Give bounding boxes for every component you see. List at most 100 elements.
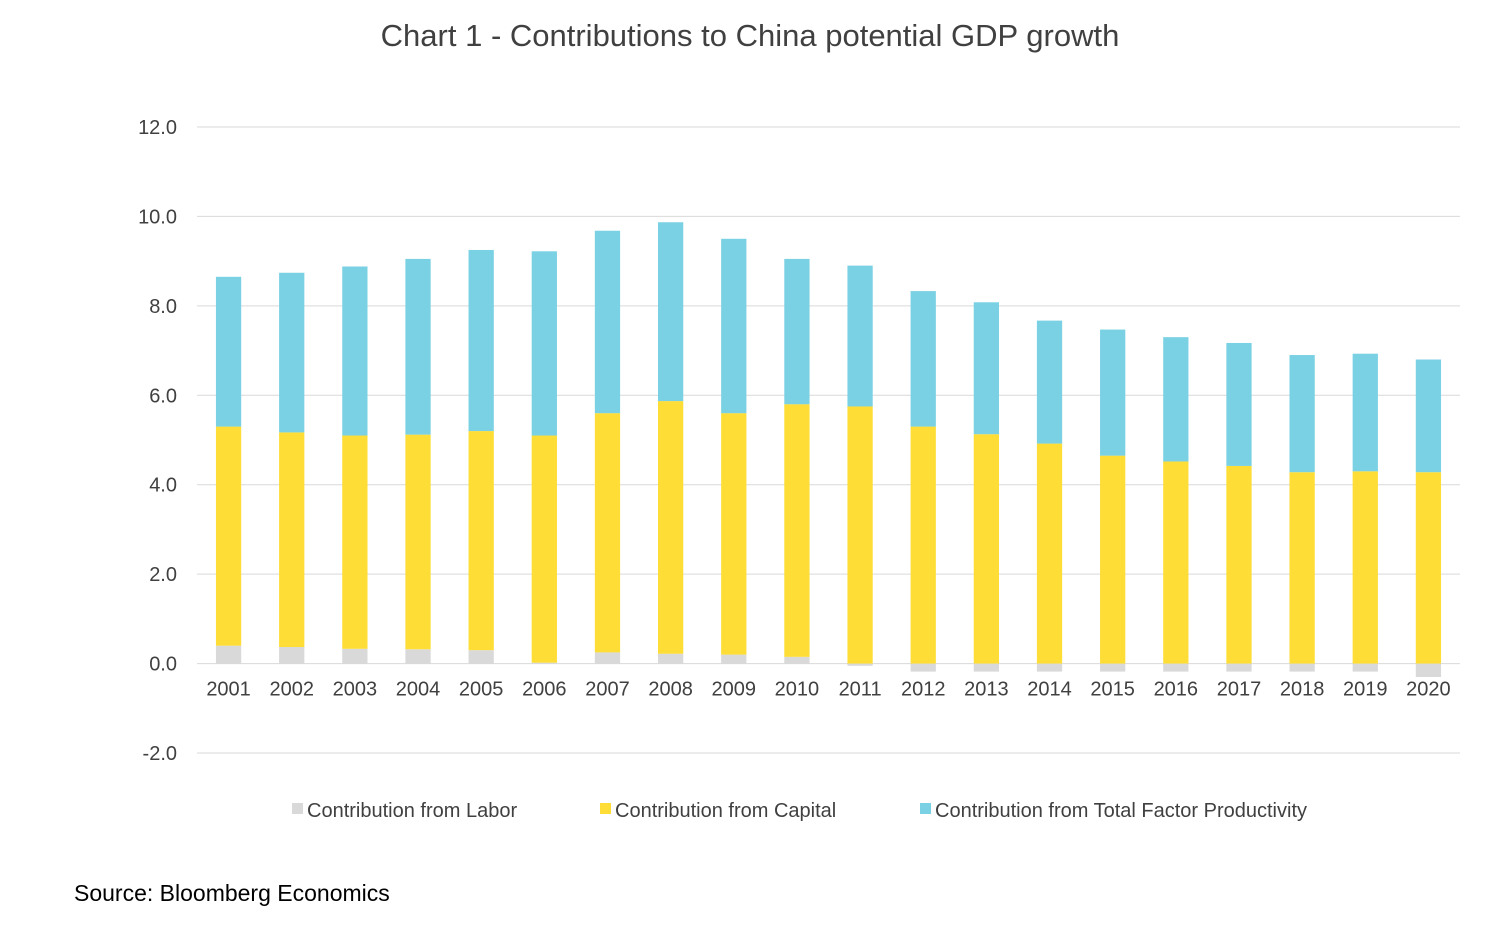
bar-capital-2014 <box>1036 443 1063 664</box>
legend-swatch <box>292 803 303 814</box>
x-tick-label: 2015 <box>1090 679 1135 701</box>
bar-tfp-2001 <box>215 276 242 427</box>
bar-tfp-2014 <box>1036 320 1063 444</box>
x-tick-label: 2009 <box>712 679 757 701</box>
legend-swatch <box>600 803 611 814</box>
x-tick-label: 2002 <box>269 679 314 701</box>
bar-capital-2007 <box>594 413 621 653</box>
bar-capital-2006 <box>531 435 557 663</box>
bar-tfp-2019 <box>1352 353 1378 472</box>
y-tick-label: 12.0 <box>138 117 177 139</box>
bar-capital-2018 <box>1289 472 1315 664</box>
bar-tfp-2017 <box>1226 342 1252 466</box>
y-tick-label: 10.0 <box>138 206 177 228</box>
gridlines <box>197 126 1460 754</box>
bar-tfp-2009 <box>721 238 747 414</box>
bar-tfp-2011 <box>847 265 873 407</box>
bar-capital-2019 <box>1352 471 1378 664</box>
bar-capital-2016 <box>1163 461 1189 664</box>
bar-labor-2011 <box>847 663 873 666</box>
bar-capital-2020 <box>1415 472 1442 664</box>
bar-labor-2008 <box>657 653 684 664</box>
bar-labor-2013 <box>973 663 1000 672</box>
bar-tfp-2003 <box>342 266 368 436</box>
bar-labor-2012 <box>910 663 936 672</box>
bar-capital-2001 <box>215 426 242 646</box>
source-note: Source: Bloomberg Economics <box>74 880 390 906</box>
bar-tfp-2020 <box>1415 359 1442 473</box>
bar-capital-2003 <box>342 435 368 649</box>
bar-tfp-2016 <box>1163 337 1189 462</box>
x-tick-label: 2010 <box>775 679 820 701</box>
bar-tfp-2012 <box>910 291 936 427</box>
bar-capital-2010 <box>784 404 810 657</box>
bar-labor-2007 <box>594 652 621 664</box>
y-tick-label: 4.0 <box>149 475 177 497</box>
x-tick-label: 2012 <box>901 679 946 701</box>
y-tick-label: 6.0 <box>149 385 177 407</box>
x-tick-label: 2004 <box>396 679 441 701</box>
bar-capital-2004 <box>405 434 431 650</box>
x-tick-label: 2011 <box>839 679 882 701</box>
bar-labor-2014 <box>1036 663 1063 672</box>
x-tick-label: 2003 <box>333 679 378 701</box>
bar-capital-2008 <box>657 401 684 654</box>
x-tick-label: 2014 <box>1027 679 1072 701</box>
bar-labor-2015 <box>1100 663 1126 672</box>
x-tick-label: 2013 <box>964 679 1009 701</box>
bar-tfp-2005 <box>468 249 494 432</box>
bar-labor-2010 <box>784 656 810 664</box>
bar-tfp-2013 <box>973 302 1000 435</box>
legend-label: Contribution from Total Factor Productiv… <box>935 800 1307 822</box>
y-tick-label: 0.0 <box>149 654 177 676</box>
bar-labor-2018 <box>1289 663 1315 672</box>
x-tick-label: 2005 <box>459 679 504 701</box>
bar-capital-2002 <box>279 432 305 648</box>
legend: Contribution from Labor Contribution from… <box>292 800 1307 822</box>
bar-tfp-2006 <box>531 251 557 436</box>
bar-capital-2017 <box>1226 465 1252 664</box>
bar-labor-2001 <box>215 645 242 664</box>
bar-tfp-2004 <box>405 258 431 435</box>
bar-labor-2009 <box>721 654 747 664</box>
bar-labor-2020 <box>1415 663 1442 677</box>
bar-labor-2019 <box>1352 663 1378 672</box>
bar-tfp-2008 <box>657 222 684 402</box>
x-tick-label: 2017 <box>1217 679 1262 701</box>
bar-tfp-2010 <box>784 258 810 405</box>
bar-labor-2002 <box>279 647 305 664</box>
x-tick-label: 2008 <box>648 679 693 701</box>
bar-labor-2016 <box>1163 663 1189 672</box>
chart-title: Chart 1 - Contributions to China potenti… <box>380 18 1120 53</box>
x-tick-label: 2020 <box>1406 679 1451 701</box>
legend-label: Contribution from Labor <box>307 800 517 822</box>
bar-capital-2011 <box>847 406 873 664</box>
bar-labor-2004 <box>405 649 431 664</box>
bar-tfp-2015 <box>1100 329 1126 456</box>
y-tick-label: 8.0 <box>149 296 177 318</box>
bar-labor-2006 <box>531 662 557 664</box>
bar-capital-2005 <box>468 431 494 651</box>
bar-capital-2013 <box>973 434 1000 664</box>
x-tick-label: 2016 <box>1154 679 1199 701</box>
legend-label: Contribution from Capital <box>615 800 836 822</box>
y-tick-label: 2.0 <box>149 564 177 586</box>
bar-capital-2015 <box>1100 455 1126 664</box>
x-tick-label: 2006 <box>522 679 567 701</box>
bar-capital-2009 <box>721 413 747 655</box>
bar-tfp-2018 <box>1289 355 1315 473</box>
x-tick-label: 2001 <box>206 679 251 701</box>
y-axis-ticks: -2.0 0.0 2.0 4.0 6.0 8.0 10.0 12.0 <box>138 117 177 765</box>
bars <box>215 222 1442 677</box>
x-tick-label: 2007 <box>585 679 630 701</box>
bar-tfp-2007 <box>594 230 621 414</box>
x-tick-label: 2019 <box>1343 679 1388 701</box>
bar-labor-2003 <box>342 648 368 664</box>
bar-labor-2005 <box>468 650 494 664</box>
legend-swatch <box>920 803 931 814</box>
bar-tfp-2002 <box>279 272 305 433</box>
y-tick-label: -2.0 <box>143 743 177 765</box>
bar-capital-2012 <box>910 426 936 664</box>
x-axis-ticks: 2001 2002 2003 2004 2005 2006 2007 2008 2009 2010… <box>206 679 1450 701</box>
